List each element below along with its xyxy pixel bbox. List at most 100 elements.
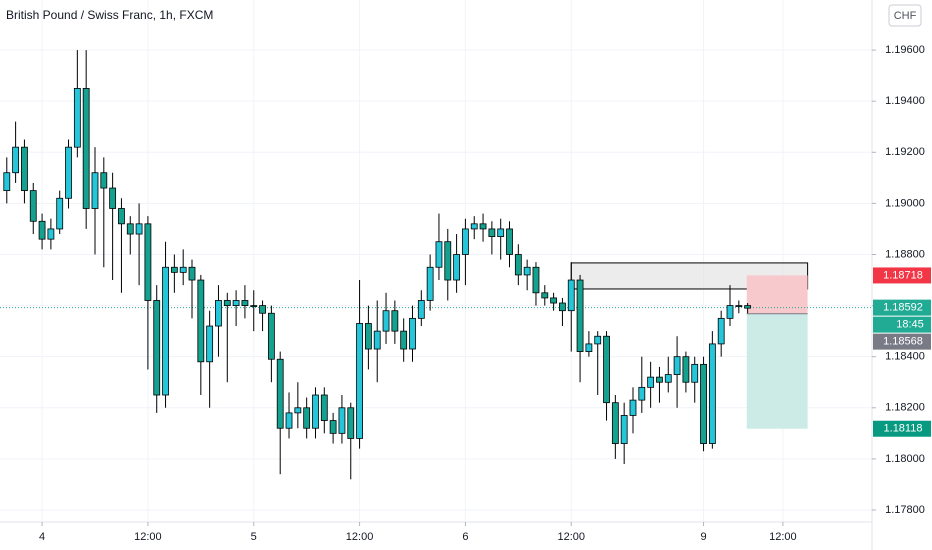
candle-body [135,223,143,235]
candle-body [691,363,699,383]
candle-body [223,300,231,306]
candle-body [647,376,655,388]
candle-body [735,305,743,307]
candle-body [250,305,258,307]
x-tick-label: 12:00 [134,531,162,543]
candle-body [532,266,540,294]
candle-body [594,335,602,345]
candle-body [629,399,637,416]
candle-body [391,310,399,332]
chart-title: British Pound / Swiss Franc, 1h, FXCM [6,8,213,22]
candle-body [364,323,372,350]
candle-body [585,343,593,352]
price-label-box [873,333,931,350]
candle-body [559,302,566,312]
price-label: 1.18568 [883,336,923,348]
candle-body [656,376,663,383]
candle-body [700,363,707,444]
x-tick-label: 4 [39,531,45,543]
candle-body [382,310,390,332]
y-tick-label: 1.19000 [885,197,925,209]
candle-body [611,402,619,444]
y-tick-label: 1.17800 [885,504,925,516]
countdown: 18:45 [896,319,924,331]
candle-body [373,330,381,350]
x-tick-label: 12:00 [346,531,374,543]
candle-body [241,300,249,306]
candle-body [550,297,558,304]
candle-body [664,374,672,383]
y-tick-label: 1.18000 [885,453,925,465]
candle-body [197,279,205,363]
candle-body [400,330,408,350]
candle-body [100,172,108,189]
y-tick-label: 1.18200 [885,402,925,414]
price-label-box [873,299,931,316]
candle-body [82,88,90,209]
price-label: 1.18718 [883,269,923,281]
candle-body [47,228,55,240]
candle-body [179,266,187,273]
candle-body [215,300,222,327]
candle-body [91,172,99,209]
candle-body [276,358,284,429]
candle-body [523,266,531,276]
candle-body [682,356,690,383]
candle-body [285,412,293,429]
candle-body [73,88,81,148]
candle-body [347,407,355,439]
x-tick-label: 12:00 [557,531,585,543]
candle-body [603,335,610,404]
price-label-box [873,420,931,437]
candle-body [338,407,346,434]
x-tick-label: 12:00 [769,531,797,543]
x-tick-label: 9 [700,531,706,543]
candle-body [118,208,125,225]
candle-body [12,146,20,174]
candle-body [56,197,64,230]
candle-body [567,279,575,312]
candle-body [488,228,496,237]
candle-body [38,220,46,240]
candle-body [294,407,302,414]
candle-body [541,292,549,299]
candle-body [109,187,117,209]
candle-body [479,223,487,230]
candle-body [320,394,328,421]
candle-body [576,279,584,352]
price-label: 1.18592 [883,302,923,314]
candle-body [726,305,734,319]
candle-body [444,241,452,281]
candles [3,50,752,480]
currency-label[interactable]: CHF [894,10,917,22]
candle-body [638,386,646,401]
y-tick-label: 1.18800 [885,248,925,260]
candle-body [303,407,311,429]
candle-body [417,300,425,319]
candle-body [497,228,505,237]
axes: 1.178001.180001.182001.184001.186001.188… [39,44,931,543]
y-tick-label: 1.19400 [885,95,925,107]
candle-body [717,317,725,345]
y-tick-label: 1.18400 [885,351,925,363]
candle-body [144,223,152,301]
x-tick-label: 5 [251,531,257,543]
currency-button[interactable] [888,4,922,27]
candle-body [170,266,178,273]
candle-body [267,312,275,360]
candle-body [29,190,37,222]
candle-body [232,300,240,306]
candle-body [744,305,752,309]
x-tick-label: 6 [462,531,468,543]
candle-body [65,146,72,199]
candle-body [673,356,681,375]
candle-body [312,394,319,429]
candle-body [329,420,337,434]
candle-body [708,343,716,444]
y-tick-label: 1.19200 [885,146,925,158]
candle-body [162,266,169,396]
candle-body [126,223,134,235]
price-label-box [873,267,931,284]
candle-body [462,228,469,255]
